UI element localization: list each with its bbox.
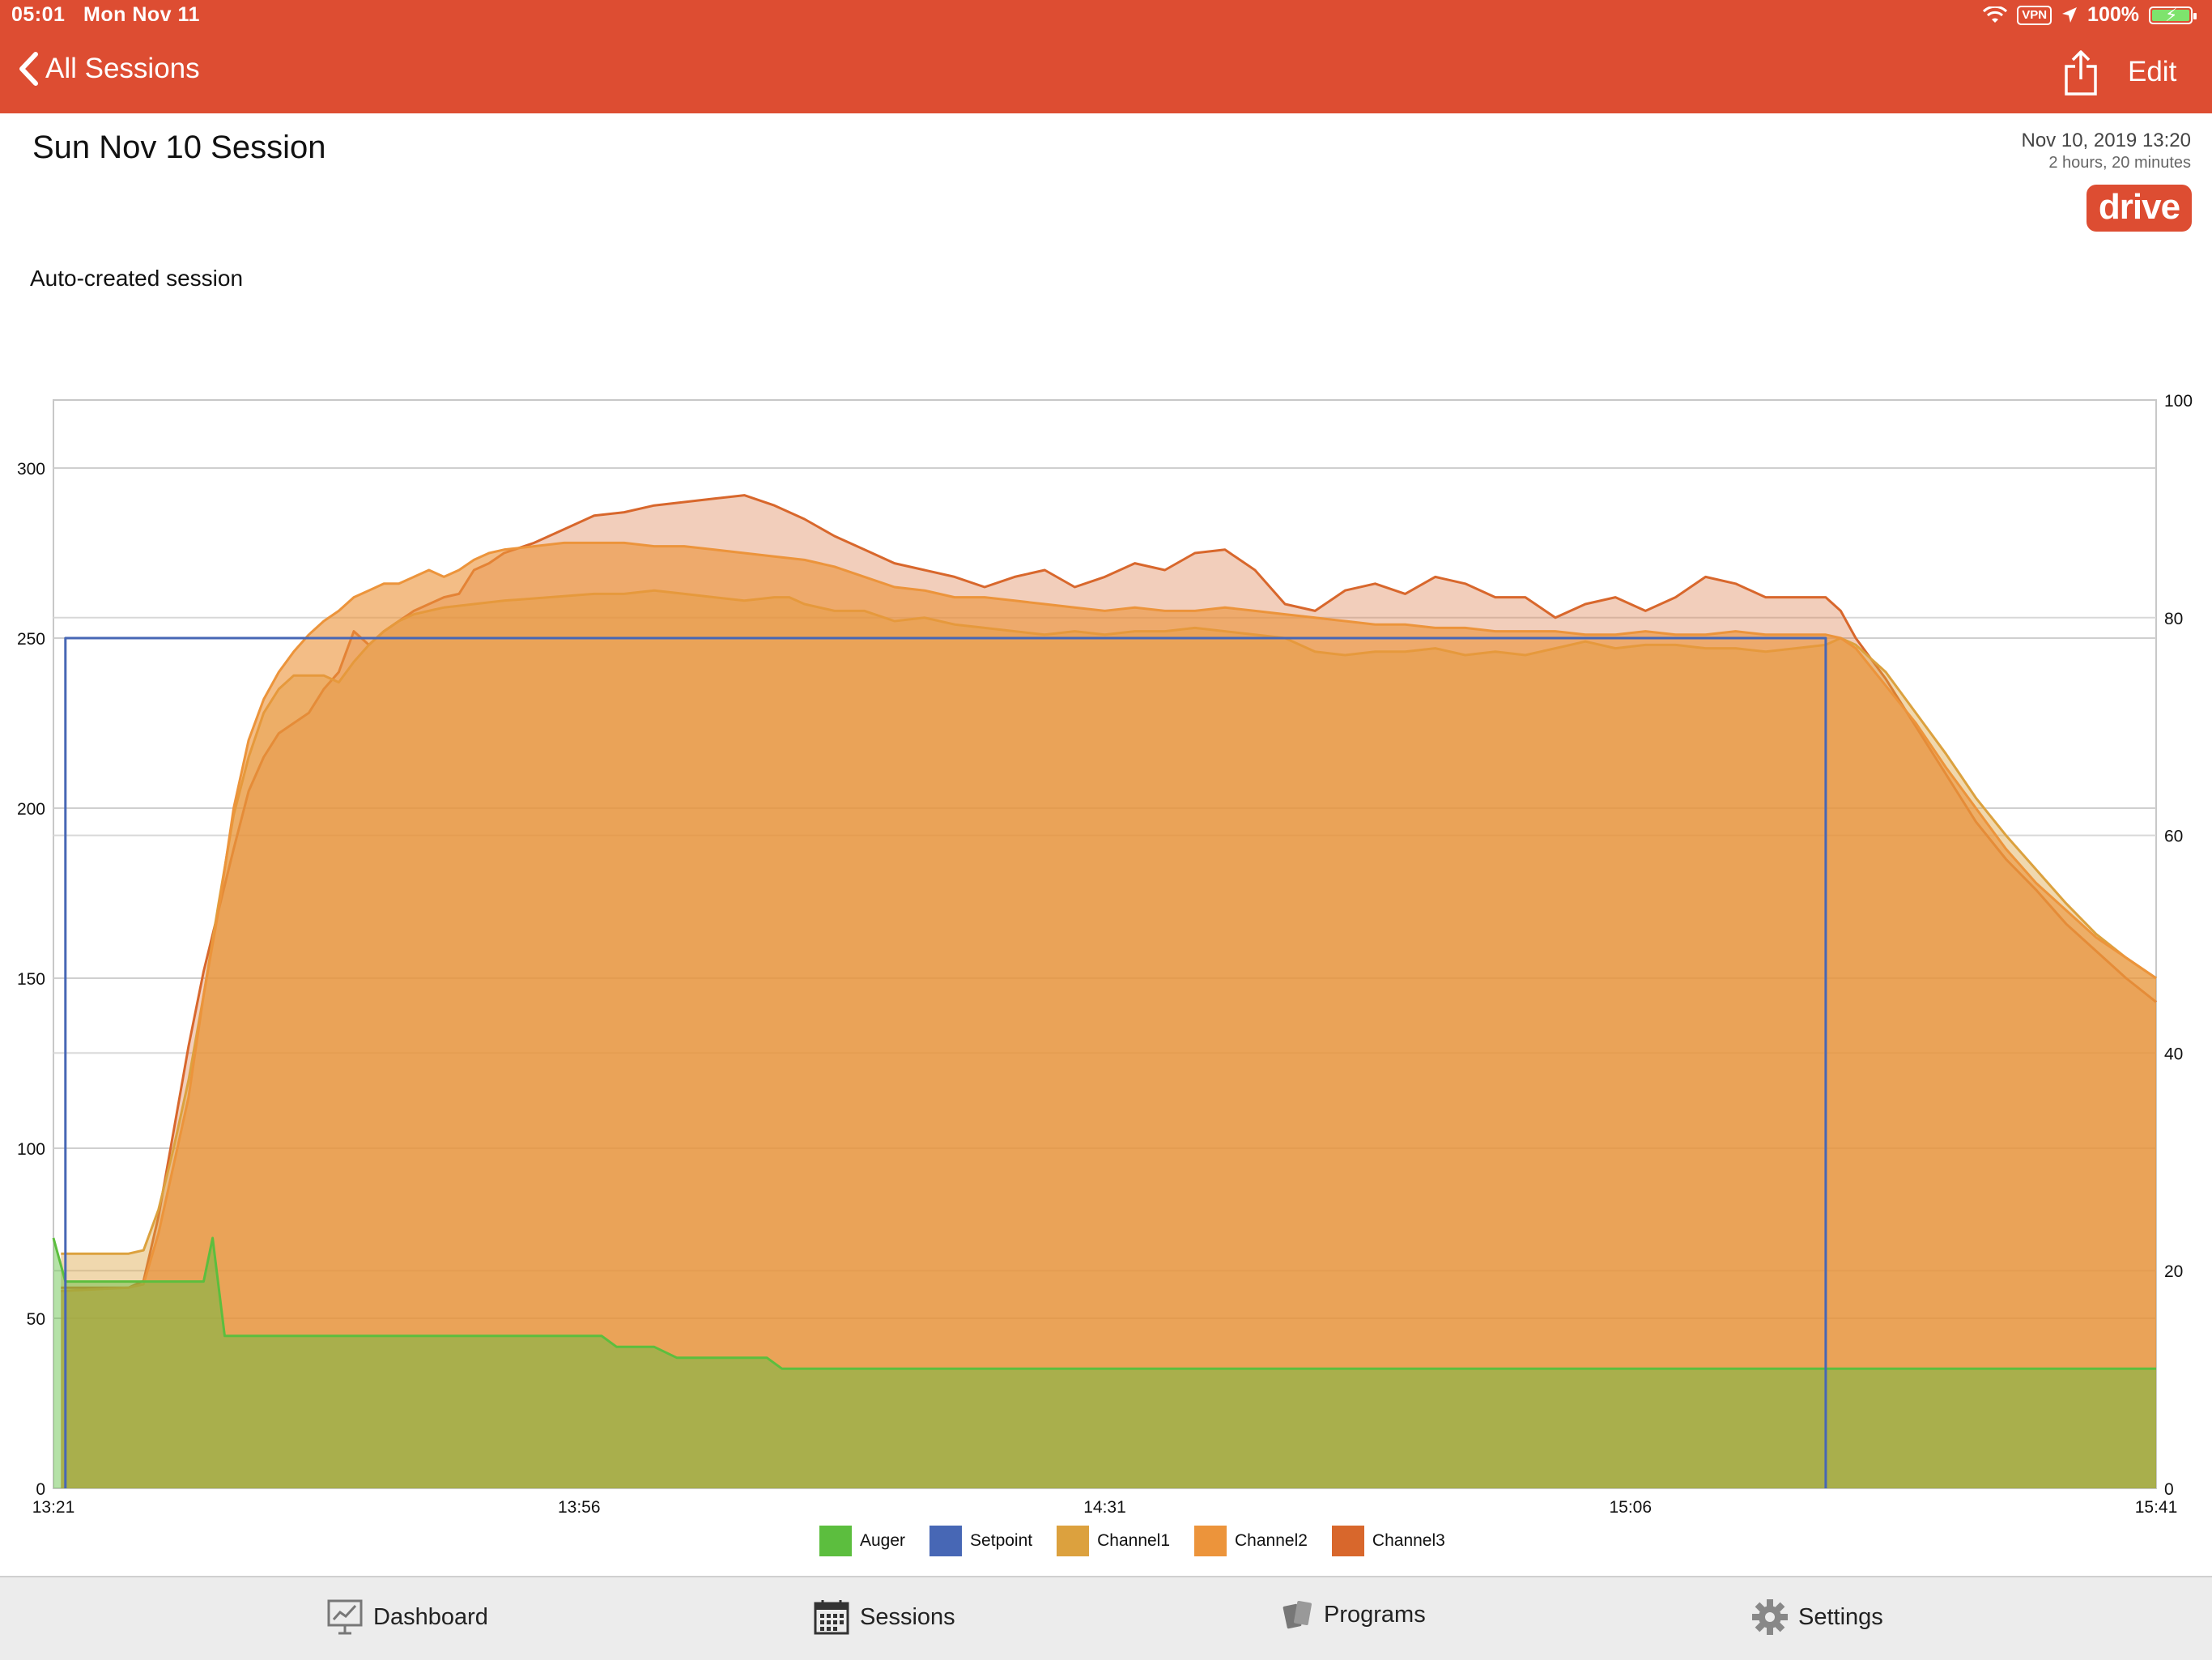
y-left-tick-label: 300: [17, 460, 45, 479]
back-button[interactable]: All Sessions: [18, 52, 200, 86]
y-right-tick-label: 80: [2164, 610, 2183, 628]
legend-label-channel2: Channel2: [1235, 1531, 1308, 1550]
chevron-left-icon: [19, 52, 38, 86]
y-left-tick-label: 100: [17, 1140, 45, 1159]
status-date: Mon Nov 11: [83, 3, 200, 26]
legend-swatch-channel3: [1331, 1526, 1364, 1556]
y-left-tick-label: 150: [17, 970, 45, 989]
y-right-tick-label: 100: [2164, 392, 2193, 411]
session-description: Auto-created session: [30, 266, 244, 291]
tab-settings[interactable]: Settings: [1751, 1598, 1883, 1636]
session-date: Nov 10, 2019 13:20: [2021, 130, 2192, 151]
legend-item-channel1: Channel1: [1057, 1526, 1170, 1556]
session-chart: 0 50 100 150 200 250 300 0 20 40 60 80 100 13:21 13:56…: [17, 392, 2193, 1517]
session-title: Sun Nov 10 Session: [32, 130, 326, 165]
series-area-auger: [53, 1237, 2156, 1488]
legend-item-channel3: Channel3: [1331, 1526, 1445, 1556]
legend-item-setpoint: Setpoint: [929, 1526, 1032, 1556]
tab-programs-label: Programs: [1324, 1601, 1426, 1628]
tab-sessions-label: Sessions: [860, 1603, 955, 1630]
programs-icon: [1283, 1600, 1312, 1629]
tab-settings-label: Settings: [1798, 1603, 1883, 1630]
series-line-auger: [52, 1236, 2156, 1370]
tab-dashboard-label: Dashboard: [373, 1603, 488, 1630]
series-line-setpoint: [64, 636, 1827, 1488]
chart-legend: Auger Setpoint Channel1 Channel2 Channel…: [819, 1526, 1445, 1556]
y-right-tick-label: 40: [2164, 1045, 2183, 1063]
battery-percent: 100%: [2087, 3, 2139, 26]
x-tick-label: 13:56: [558, 1498, 601, 1517]
legend-item-auger: Auger: [819, 1526, 905, 1556]
tab-dashboard[interactable]: Dashboard: [326, 1598, 488, 1636]
x-tick-label: 15:41: [2135, 1498, 2178, 1517]
tab-sessions[interactable]: Sessions: [813, 1598, 955, 1636]
status-time: 05:01: [11, 3, 66, 26]
tab-bar: Dashboard Sessions Programs: [0, 1576, 2212, 1660]
y-left-tick-label: 50: [27, 1310, 45, 1329]
x-tick-label: 13:21: [32, 1498, 75, 1517]
y-left-tick-label: 0: [36, 1480, 45, 1499]
y-right-tick-label: 60: [2164, 828, 2183, 846]
dashboard-icon: [327, 1599, 363, 1635]
legend-swatch-setpoint: [929, 1526, 963, 1556]
share-icon[interactable]: [2063, 49, 2099, 97]
legend-label-auger: Auger: [860, 1531, 906, 1550]
legend-label-setpoint: Setpoint: [970, 1531, 1033, 1550]
location-arrow-icon: [2062, 6, 2078, 23]
calendar-icon: [814, 1600, 849, 1635]
y-right-tick-label: 20: [2164, 1262, 2183, 1281]
legend-swatch-channel2: [1194, 1526, 1227, 1556]
y-right-tick-label: 0: [2164, 1480, 2174, 1499]
legend-label-channel1: Channel1: [1097, 1531, 1171, 1550]
legend-item-channel2: Channel2: [1194, 1526, 1308, 1556]
drive-badge[interactable]: drive: [2087, 185, 2192, 232]
y-left-tick-label: 250: [17, 630, 45, 649]
y-left-tick-label: 200: [17, 800, 45, 819]
legend-label-channel3: Channel3: [1372, 1531, 1445, 1550]
legend-swatch-auger: [819, 1526, 852, 1556]
vpn-badge: VPN: [2017, 5, 2052, 25]
edit-button[interactable]: Edit: [2128, 56, 2177, 87]
session-duration: 2 hours, 20 minutes: [2048, 154, 2191, 172]
x-tick-label: 14:31: [1083, 1498, 1126, 1517]
battery-icon: ⚡: [2149, 5, 2197, 25]
legend-swatch-channel1: [1057, 1526, 1090, 1556]
back-button-label: All Sessions: [45, 53, 200, 84]
wifi-icon: [1983, 6, 2008, 23]
series-area-channel2: [61, 543, 2156, 1488]
status-indicators: VPN 100% ⚡: [1983, 3, 2197, 27]
series-line-channel2: [61, 541, 2157, 1292]
tab-programs[interactable]: Programs: [1282, 1598, 1426, 1631]
top-bar: 05:01 Mon Nov 11 VPN 100% ⚡ All Sessions…: [0, 0, 2212, 113]
x-tick-label: 15:06: [1609, 1498, 1652, 1517]
gear-icon: [1752, 1599, 1788, 1635]
